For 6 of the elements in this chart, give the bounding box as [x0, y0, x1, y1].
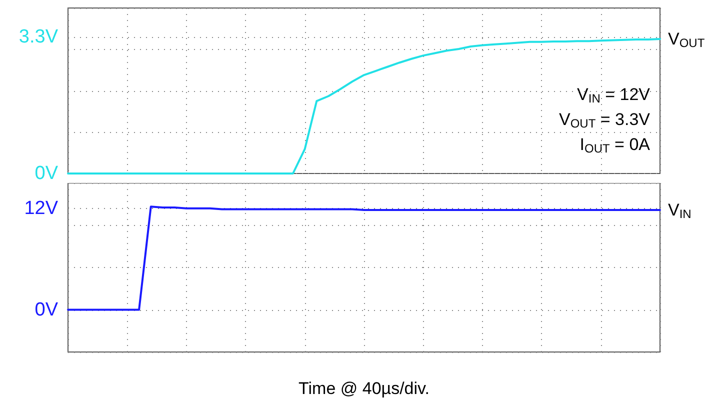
y-tick-label: 0V	[34, 299, 58, 320]
x-axis-title: Time @ 40µs/div.	[298, 379, 430, 398]
y-tick-label: 3.3V	[18, 26, 58, 48]
y-tick-label: 0V	[34, 163, 58, 184]
y-tick-label: 12V	[24, 198, 58, 219]
line-series	[67, 206, 661, 311]
